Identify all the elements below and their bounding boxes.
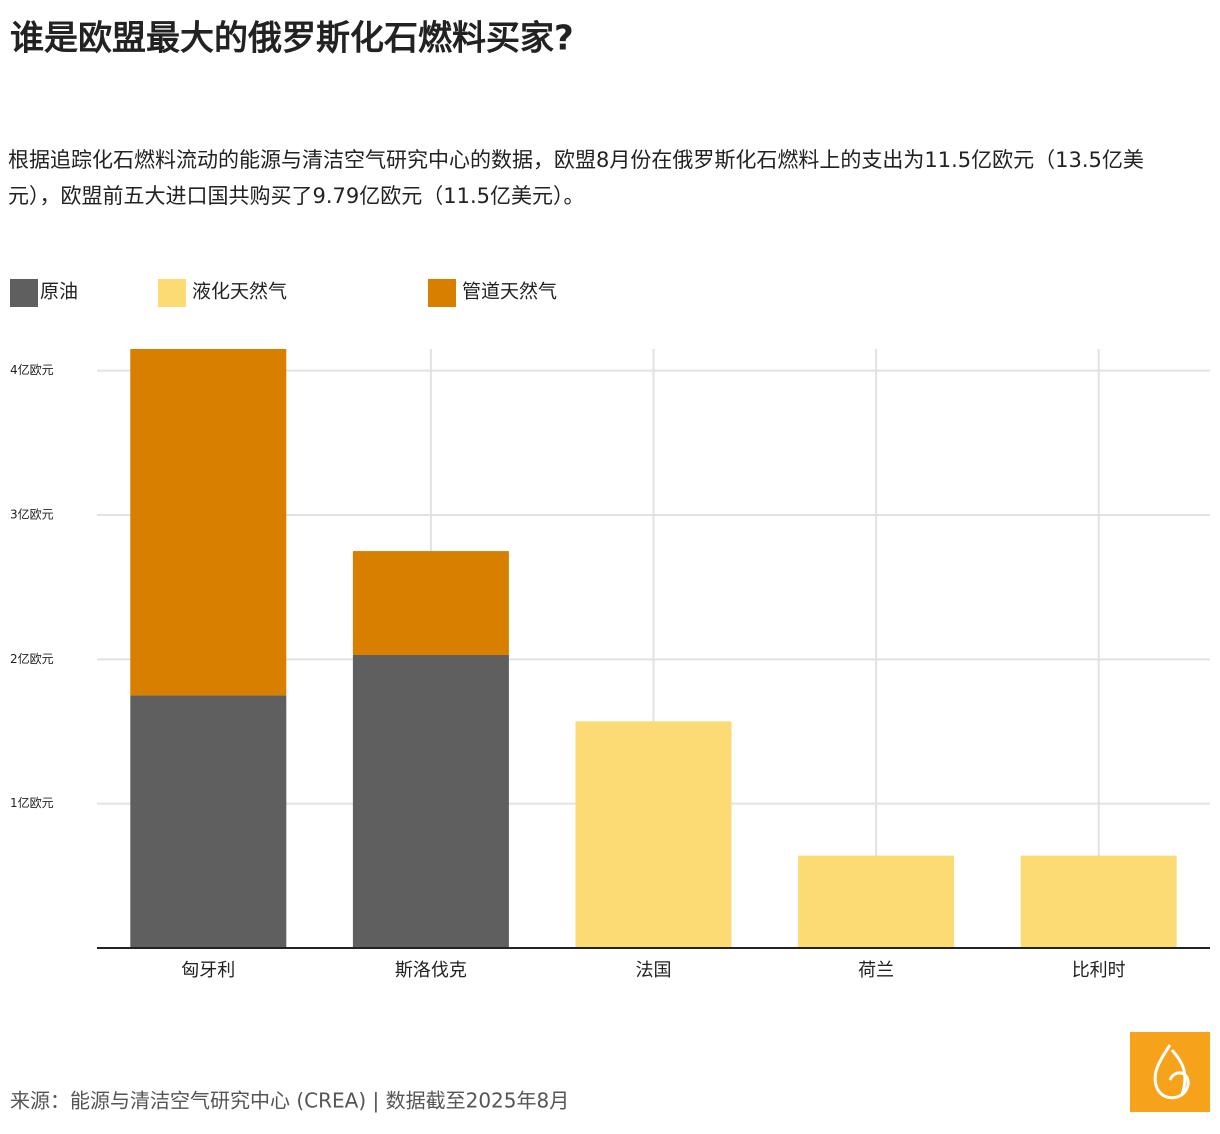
x-tick-label: 比利时: [1072, 960, 1126, 981]
bar-segment: [130, 695, 287, 948]
chart-title: 谁是欧盟最大的俄罗斯化石燃料买家?: [10, 19, 574, 59]
chart-subtitle: 根据追踪化石燃料流动的能源与清洁空气研究中心的数据，欧盟8月份在俄罗斯化石燃料上…: [8, 148, 1144, 208]
y-tick-label: 1亿欧元: [10, 795, 54, 810]
legend-label: 液化天然气: [192, 281, 287, 303]
legend-swatch: [10, 279, 38, 307]
y-tick-label: 3亿欧元: [10, 506, 54, 521]
y-tick-label: 4亿欧元: [10, 362, 54, 377]
bar-segment: [352, 654, 509, 948]
bar-segment: [130, 349, 287, 696]
x-tick-label: 荷兰: [858, 960, 894, 981]
x-tick-label: 法国: [636, 960, 672, 981]
y-tick-label: 2亿欧元: [10, 651, 54, 666]
legend-label: 管道天然气: [462, 281, 557, 303]
bar-segment: [1020, 855, 1177, 948]
legend-label: 原油: [40, 281, 78, 303]
legend-swatch: [428, 279, 456, 307]
bar-segment: [575, 721, 732, 948]
subtitle-box: 根据追踪化石燃料流动的能源与清洁空气研究中心的数据，欧盟8月份在俄罗斯化石燃料上…: [8, 148, 1144, 208]
legend-swatch: [158, 279, 186, 307]
source: 来源：能源与清洁空气研究中心 (CREA) | 数据截至2025年8月: [10, 1089, 569, 1113]
x-tick-label: 匈牙利: [181, 960, 235, 981]
x-tick-label: 斯洛伐克: [395, 960, 467, 981]
bar-segment: [798, 855, 955, 948]
bar-segment: [352, 551, 509, 655]
logo: [1130, 1032, 1210, 1112]
